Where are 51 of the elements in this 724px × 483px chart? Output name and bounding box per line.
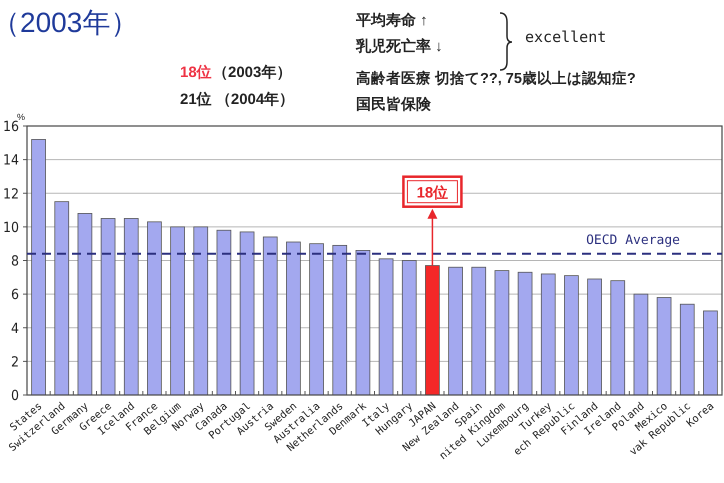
text: 国民皆保険: [356, 96, 432, 113]
bar: [193, 226, 208, 396]
bar: [216, 230, 232, 396]
bar: [448, 266, 463, 396]
y-axis-title: %: [17, 112, 26, 122]
bar: [402, 260, 417, 396]
bar: [170, 226, 185, 396]
bar: [634, 294, 648, 396]
bar: [518, 272, 532, 396]
bar: [332, 244, 348, 396]
bar: [78, 213, 92, 396]
bar: [240, 232, 254, 396]
bar: [309, 243, 324, 396]
bar: [425, 265, 440, 396]
ref-line-label: OECD Average: [586, 232, 680, 248]
y-tick-label: 2: [10, 354, 19, 370]
bar: [31, 139, 46, 396]
y-tick-label: 0: [10, 388, 19, 404]
text: 平均寿命 ↑: [355, 12, 428, 29]
chart-title: （2003年）: [213, 64, 292, 81]
text: excellent: [525, 28, 606, 46]
y-tick-label: 12: [2, 186, 19, 202]
text: （2003年）: [0, 7, 138, 38]
bar: [656, 297, 672, 396]
bar: [356, 250, 370, 396]
bar: [54, 201, 70, 396]
text: 乳児死亡率 ↓: [355, 37, 443, 55]
bar: [147, 221, 162, 396]
text: 高齢者医療 切捨て??, 75歳以上は認知症?: [356, 69, 636, 87]
y-tick-label: 6: [10, 287, 19, 304]
annotation: 18位: [416, 184, 448, 202]
bar: [494, 270, 510, 396]
bar: [286, 242, 301, 396]
y-tick-label: 16: [2, 119, 19, 135]
bar: [262, 236, 278, 396]
bar: [703, 310, 718, 396]
bar: [680, 304, 695, 396]
bar: [471, 266, 486, 396]
bar: [610, 280, 626, 396]
bar: [124, 218, 139, 396]
y-tick-label: 10: [2, 220, 19, 236]
bar: [100, 218, 116, 396]
y-tick-label: 14: [2, 152, 19, 169]
y-tick-label: 4: [10, 320, 19, 337]
text: 18位: [180, 64, 212, 81]
bar: [540, 274, 556, 396]
text: 21位 （2004年）: [180, 91, 294, 108]
bar: [378, 258, 394, 396]
bar: [587, 278, 602, 396]
y-tick-label: 8: [10, 254, 19, 270]
bar: [564, 275, 579, 396]
